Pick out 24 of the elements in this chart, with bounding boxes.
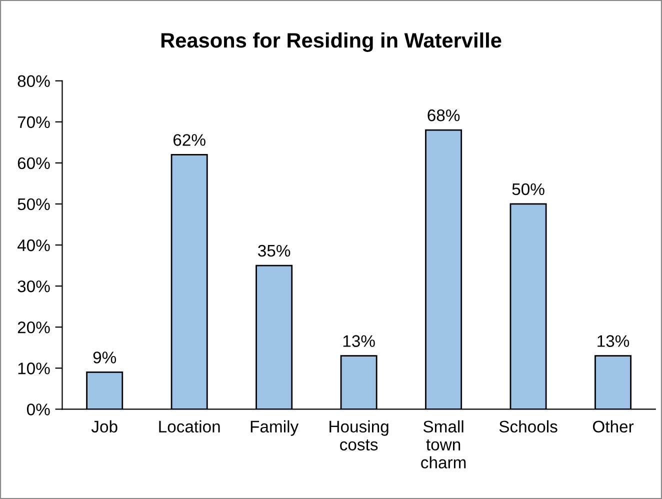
x-tick-label: Job bbox=[91, 420, 118, 433]
x-tick-label: Small town charm bbox=[421, 420, 466, 468]
y-tick-label: 0% bbox=[26, 404, 50, 416]
y-tick-label: 80% bbox=[18, 75, 50, 88]
y-tick-label: 30% bbox=[18, 280, 50, 292]
y-tick-label: 40% bbox=[17, 239, 50, 252]
data-label: 13% bbox=[343, 335, 375, 347]
x-tick-label: Location bbox=[159, 420, 220, 433]
x-tick-label: Schools bbox=[499, 420, 558, 433]
data-label: 35% bbox=[258, 244, 290, 257]
y-tick-label: 70% bbox=[18, 116, 50, 128]
y-tick-label: 10% bbox=[18, 362, 50, 374]
x-tick-label: Housing costs bbox=[330, 420, 388, 450]
data-label: 13% bbox=[598, 335, 630, 347]
y-tick-label: 20% bbox=[18, 321, 50, 334]
data-label: 9% bbox=[93, 352, 116, 364]
y-tick-label: 60% bbox=[18, 157, 50, 170]
data-label: 50% bbox=[512, 183, 544, 196]
x-tick-label: Other bbox=[592, 420, 634, 433]
x-tick-label: Family bbox=[250, 420, 299, 436]
data-label: 68% bbox=[428, 109, 460, 122]
chart-title: Reasons for Residing in Waterville bbox=[161, 32, 502, 52]
y-tick-label: 50% bbox=[18, 198, 50, 210]
data-label: 62% bbox=[174, 134, 206, 146]
